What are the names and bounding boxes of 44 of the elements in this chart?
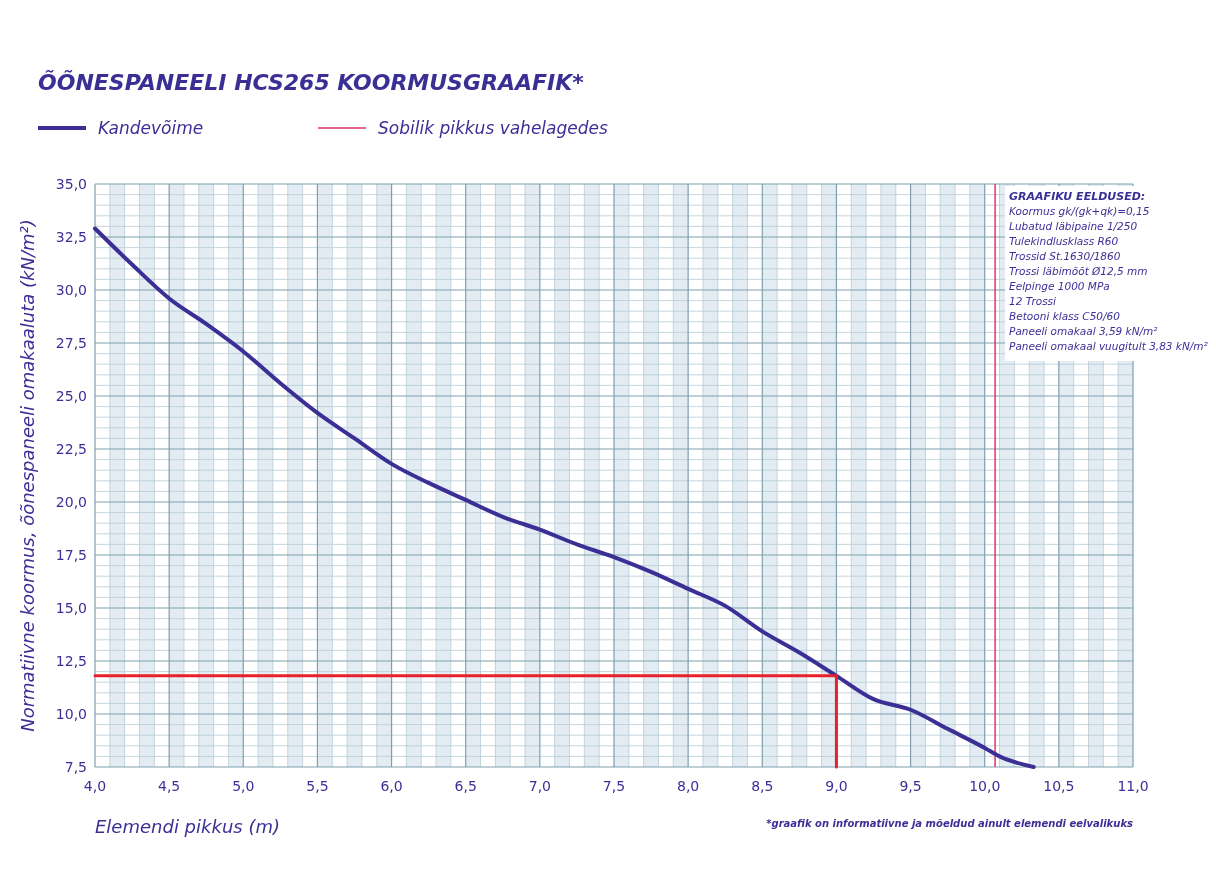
- annotation: Paneeli omakaal vuugitult 3,83 kN/m²: [1009, 340, 1209, 352]
- x-tick-label: 11,0: [1117, 778, 1149, 794]
- y-tick-label: 12,5: [55, 653, 87, 669]
- annotation: Paneeli omakaal 3,59 kN/m²: [1009, 325, 1159, 337]
- annotation: Trossi läbimõõt Ø12,5 mm: [1009, 265, 1148, 277]
- y-axis-title: Normatiivne koormus, õõnespaneeli omakaaluta (kN/m²): [17, 219, 38, 732]
- x-tick-label: 8,0: [677, 778, 700, 794]
- annotation: Koormus gk/(gk+qk)=0,15: [1009, 205, 1150, 217]
- annotation: 12 Trossi: [1009, 295, 1057, 307]
- y-tick-label: 35,0: [55, 176, 87, 192]
- x-tick-label: 5,0: [232, 778, 255, 794]
- x-tick-label: 10,0: [969, 778, 1001, 794]
- annotation: Tulekindlusklass R60: [1009, 235, 1119, 247]
- y-tick-label: 27,5: [55, 335, 87, 351]
- text: *graafik on informatiivne ja mõeldud ainult elemendi eelvalikuks: [766, 818, 1134, 829]
- annotation: Lubatud läbipaine 1/250: [1009, 220, 1138, 232]
- x-tick-label: 9,5: [899, 778, 922, 794]
- y-tick-label: 17,5: [55, 547, 87, 563]
- y-tick-label: 22,5: [55, 441, 87, 457]
- x-tick-label: 7,5: [602, 778, 626, 794]
- x-tick-label: 7,0: [528, 778, 551, 794]
- x-tick-label: 5,5: [306, 778, 329, 794]
- y-tick-label: 30,0: [55, 282, 87, 298]
- x-tick-label: 4,0: [83, 778, 107, 794]
- y-tick-label: 25,0: [55, 388, 87, 404]
- x-tick-label: 9,0: [825, 778, 848, 794]
- annotation: Eelpinge 1000 MPa: [1009, 280, 1110, 292]
- annotation: Trossid St.1630/1860: [1009, 250, 1121, 262]
- legend-label: Sobilik pikkus vahelagedes: [378, 118, 608, 138]
- chart-title: ÕÕNESPANEELI HCS265 KOORMUSGRAAFIK*: [38, 70, 585, 95]
- y-tick-label: 15,0: [55, 600, 87, 616]
- y-tick-label: 20,0: [55, 494, 87, 510]
- annotation: Betooni klass C50/60: [1009, 310, 1121, 322]
- x-tick-label: 8,5: [751, 778, 774, 794]
- x-tick-label: 10,5: [1043, 778, 1075, 794]
- x-tick-label: 6,5: [454, 778, 477, 794]
- x-axis-title: Elemendi pikkus (m): [95, 816, 280, 837]
- legend-label: Kandevõime: [98, 118, 204, 138]
- x-tick-label: 6,0: [380, 778, 403, 794]
- x-tick-label: 4,5: [158, 778, 181, 794]
- annotation: GRAAFIKU EELDUSED:: [1009, 190, 1146, 203]
- y-tick-label: 32,5: [55, 229, 87, 245]
- y-tick-label: 7,5: [64, 759, 87, 775]
- y-tick-label: 10,0: [55, 706, 87, 722]
